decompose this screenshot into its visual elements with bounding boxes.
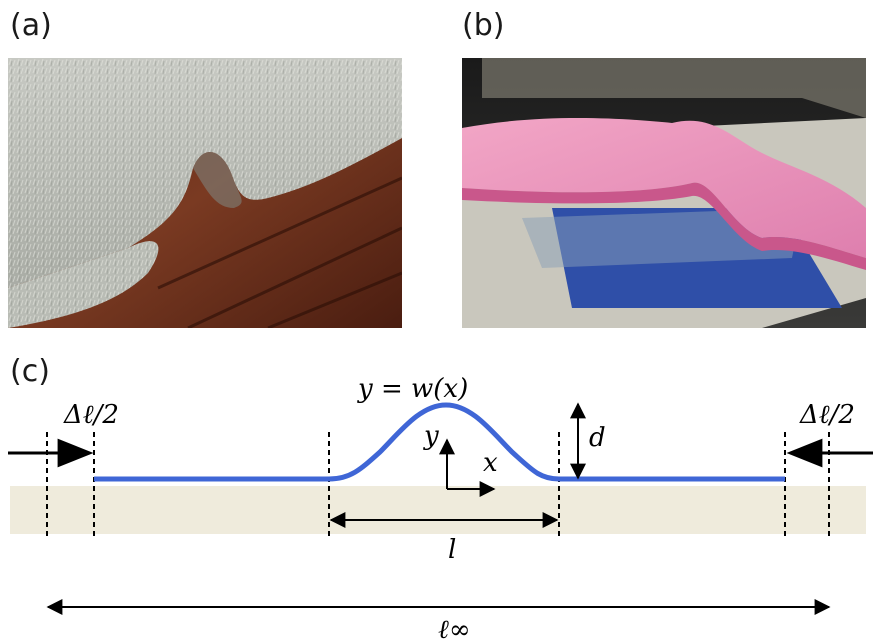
sheet-profile bbox=[94, 402, 785, 482]
panel-label-a: (a) bbox=[10, 8, 52, 43]
rug-photo-drawing bbox=[8, 58, 402, 328]
rug-photo bbox=[8, 58, 402, 328]
substrate bbox=[10, 486, 866, 534]
x-axis-label: x bbox=[483, 448, 498, 478]
left-shift-label: Δℓ/2 bbox=[63, 400, 119, 430]
panel-label-c: (c) bbox=[10, 354, 50, 389]
curve-label: y = w(x) bbox=[357, 374, 468, 404]
total-length-label: ℓ∞ bbox=[438, 615, 471, 644]
foam-photo bbox=[462, 58, 866, 328]
right-shift-label: Δℓ/2 bbox=[799, 400, 855, 430]
height-label: d bbox=[589, 423, 606, 453]
foam-photo-drawing bbox=[462, 58, 866, 328]
panel-label-b: (b) bbox=[462, 8, 505, 43]
y-axis-label: y bbox=[423, 421, 439, 451]
width-label: l bbox=[448, 535, 456, 565]
